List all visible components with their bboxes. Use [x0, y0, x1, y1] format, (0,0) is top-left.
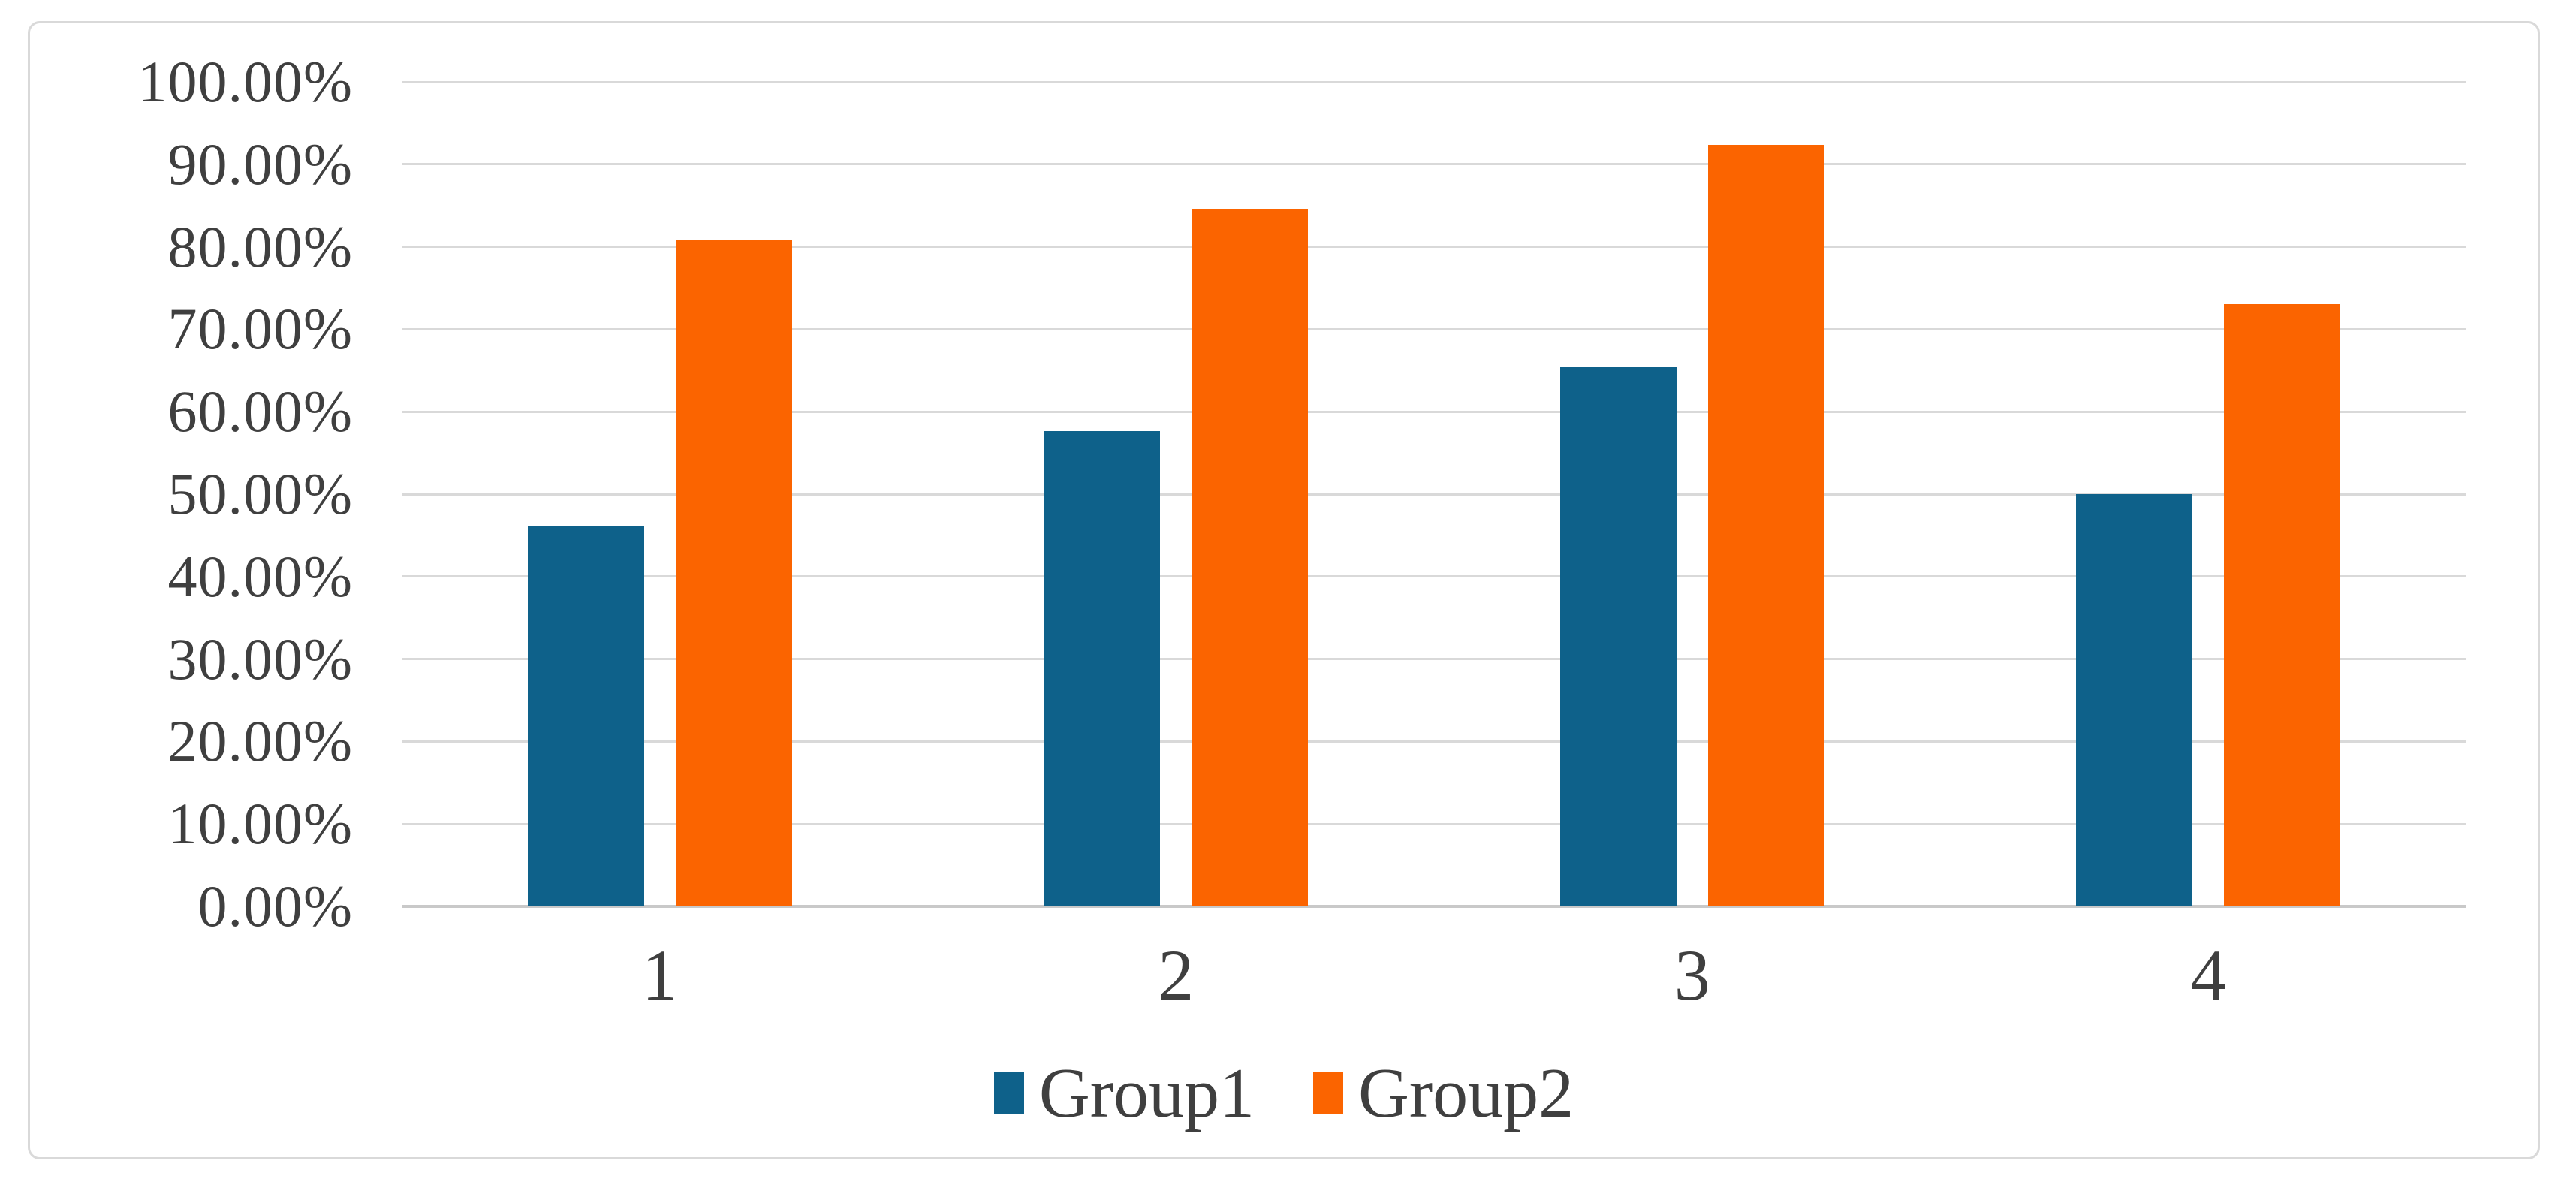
- gridline-80.00%: [402, 246, 2466, 249]
- legend: Group1 Group2: [30, 1052, 2538, 1135]
- legend-item-group2: Group2: [1313, 1058, 1574, 1129]
- y-tick-label-50.00%: 50.00%: [167, 461, 353, 526]
- gridline-20.00%: [402, 740, 2466, 743]
- y-tick-label-30.00%: 30.00%: [167, 626, 353, 692]
- legend-item-group1: Group1: [993, 1054, 1255, 1132]
- y-tick-label-10.00%: 10.00%: [167, 791, 353, 857]
- x-category-label-1: 1: [641, 935, 678, 1015]
- bar-group2-category-4: [2224, 303, 2341, 906]
- bar-group1-category-3: [1559, 367, 1677, 906]
- legend-label-group1: Group1: [1038, 1054, 1255, 1132]
- y-tick-label-80.00%: 80.00%: [167, 213, 353, 279]
- y-tick-label-20.00%: 20.00%: [167, 708, 353, 774]
- gridline-90.00%: [402, 163, 2466, 166]
- y-tick-label-90.00%: 90.00%: [167, 131, 353, 197]
- bar-group2-category-3: [1707, 145, 1824, 906]
- legend-marker-group2: [1313, 1072, 1343, 1114]
- gridline-40.00%: [402, 575, 2466, 578]
- gridline-10.00%: [402, 822, 2466, 825]
- y-tick-label-40.00%: 40.00%: [167, 543, 353, 609]
- chart-frame: 0.00% 10.00% 20.00% 30.00% 40.00% 50.00% 60.00…: [28, 21, 2540, 1159]
- y-tick-label-100.00%: 100.00%: [137, 49, 353, 114]
- bar-group1-category-4: [2076, 494, 2193, 906]
- gridline-100.00%: [402, 80, 2466, 83]
- y-tick-label-70.00%: 70.00%: [167, 296, 353, 362]
- gridline-60.00%: [402, 410, 2466, 413]
- x-category-label-4: 4: [2190, 935, 2227, 1015]
- bar-group2-category-1: [675, 240, 792, 906]
- gridline-70.00%: [402, 327, 2466, 330]
- bar-group1-category-2: [1044, 430, 1161, 906]
- x-category-label-2: 2: [1158, 935, 1195, 1015]
- y-tick-label-0.00%: 0.00%: [197, 873, 353, 939]
- gridline-30.00%: [402, 658, 2466, 661]
- bar-group1-category-1: [527, 526, 644, 906]
- legend-label-group2: Group2: [1358, 1054, 1574, 1132]
- bar-group2-category-2: [1192, 208, 1309, 906]
- x-category-label-3: 3: [1674, 935, 1710, 1015]
- x-axis-line: [402, 905, 2466, 908]
- gridline-50.00%: [402, 493, 2466, 496]
- legend-marker-group1: [993, 1072, 1024, 1114]
- y-tick-label-60.00%: 60.00%: [167, 378, 353, 445]
